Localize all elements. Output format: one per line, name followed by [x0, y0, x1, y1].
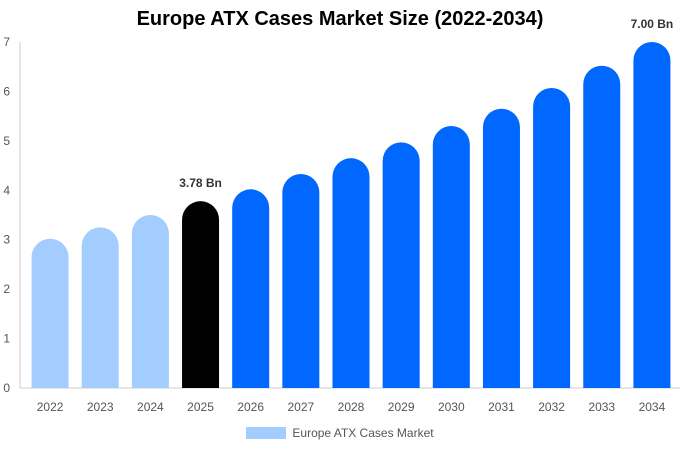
bar-2027: [282, 173, 320, 388]
y-tick-label: 1: [3, 332, 10, 346]
data-label-2034: 7.00 Bn: [631, 17, 674, 31]
x-tick-label-2024: 2024: [137, 400, 164, 414]
legend-swatch: [246, 427, 287, 439]
y-tick-label: 7: [3, 35, 10, 49]
bar-2022: [31, 238, 69, 388]
y-tick-label: 5: [3, 134, 10, 148]
x-tick-label-2026: 2026: [237, 400, 264, 414]
x-tick-label-2022: 2022: [37, 400, 64, 414]
bar-2026: [232, 189, 270, 388]
bar-2034: [633, 42, 671, 388]
legend-label: Europe ATX Cases Market: [292, 426, 434, 440]
bar-2032: [533, 87, 571, 389]
x-tick-label-2034: 2034: [639, 400, 666, 414]
chart-title: Europe ATX Cases Market Size (2022-2034): [136, 8, 544, 30]
legend: Europe ATX Cases Market: [0, 426, 680, 440]
x-tick-label-2028: 2028: [338, 400, 365, 414]
bar-2033: [583, 65, 621, 389]
y-tick-label: 0: [3, 381, 10, 395]
x-tick-label-2027: 2027: [287, 400, 314, 414]
bar-2029: [382, 142, 420, 388]
data-label-2025: 3.78 Bn: [179, 176, 222, 190]
x-tick-label-2030: 2030: [438, 400, 465, 414]
x-tick-label-2029: 2029: [388, 400, 415, 414]
x-tick-label-2032: 2032: [538, 400, 565, 414]
x-tick-label-2033: 2033: [588, 400, 615, 414]
bar-2028: [332, 158, 370, 388]
y-tick-label: 3: [3, 233, 10, 247]
y-tick-label: 6: [3, 84, 10, 98]
bar-2030: [432, 126, 470, 388]
bar-2031: [482, 108, 520, 388]
x-tick-label-2025: 2025: [187, 400, 214, 414]
x-tick-label-2031: 2031: [488, 400, 515, 414]
bar-2023: [81, 227, 119, 388]
labels-layer: 3.78 Bn 7.00 Bn: [179, 17, 673, 190]
x-tick-label-2023: 2023: [87, 400, 114, 414]
y-tick-label: 2: [3, 282, 10, 296]
y-tick-label: 4: [3, 183, 10, 197]
axis-layer: 0 1 2 3 4 5 6 7 2022 2023 2024 2025 2026 2027 2028 2029…: [3, 35, 680, 414]
bar-2025: [182, 201, 220, 388]
bars-layer: [31, 42, 671, 389]
bar-2024: [131, 215, 169, 388]
